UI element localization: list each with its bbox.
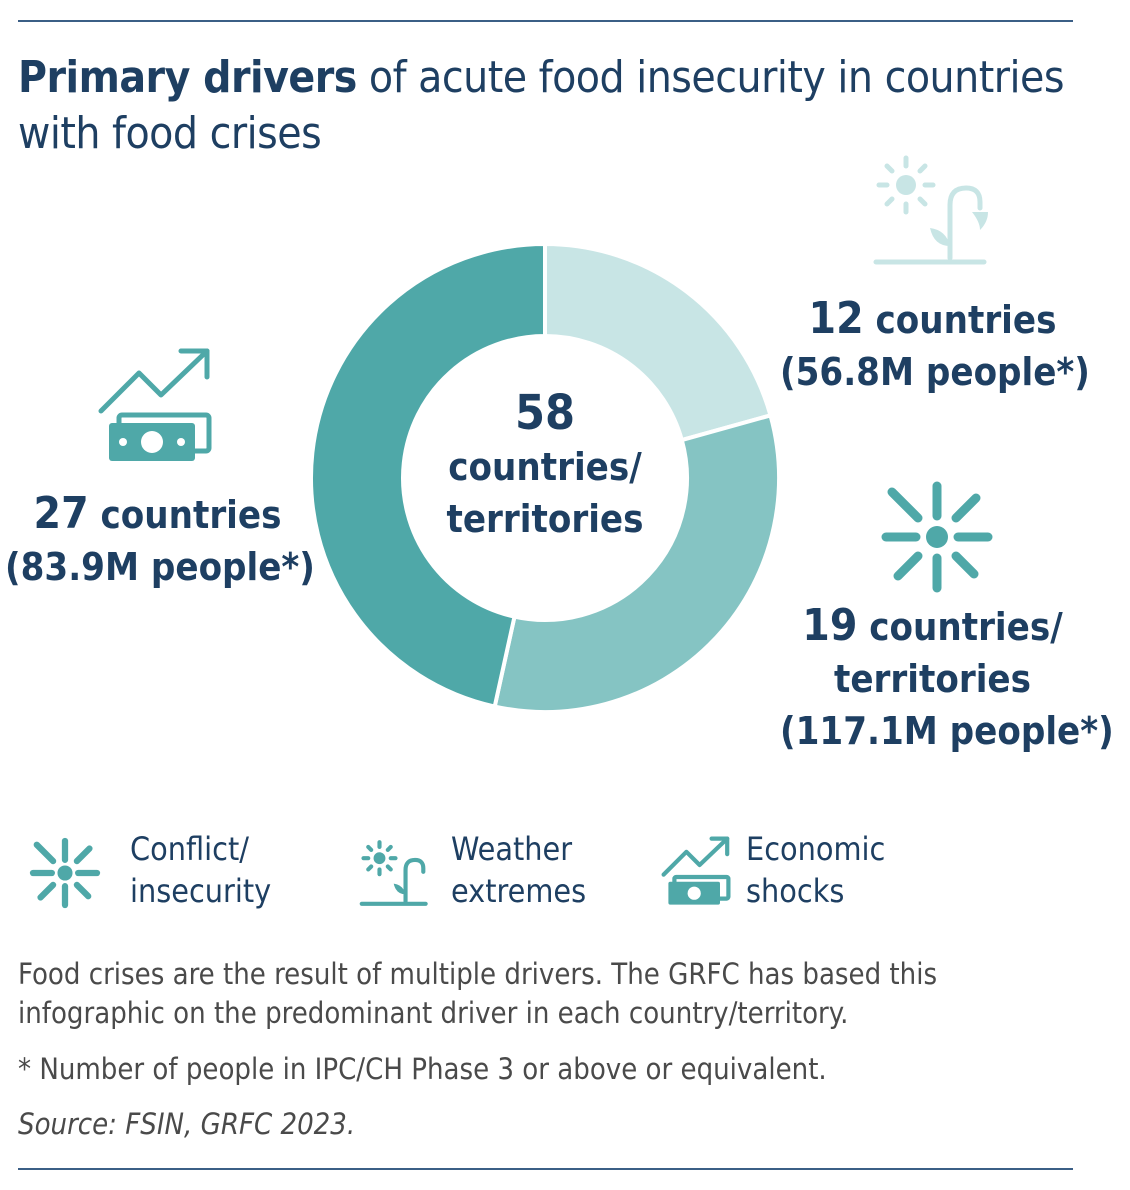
total-line1: countries/: [448, 445, 642, 489]
callout-economic-num: 19: [802, 600, 858, 651]
legend-label-conflict: Conflict/ insecurity: [130, 828, 271, 912]
title-bold: Primary drivers: [18, 52, 357, 103]
callout-weather-unit: countries: [863, 298, 1057, 342]
callout-conflict-num: 27: [33, 488, 89, 539]
callout-weather-line1: 12 countries: [780, 293, 1085, 346]
total-line2: territories: [446, 497, 644, 541]
sun-plant-icon: [359, 840, 428, 906]
callout-weather-num: 12: [808, 293, 864, 344]
legend-economic-line2: shocks: [746, 872, 845, 910]
callout-weather-people: (56.8M people*): [780, 350, 1090, 394]
note-paragraph: Food crises are the result of multiple d…: [18, 955, 1098, 1033]
legend-label-weather: Weather extremes: [451, 828, 586, 912]
donut-slice-conflict-insecurity: [309, 241, 547, 709]
total-number: 58: [514, 385, 576, 441]
callout-conflict: 27 countries (83.9M people*): [5, 488, 315, 593]
donut-center-label: 58 countries/ territories: [405, 385, 685, 545]
note-line1: Food crises are the result of multiple d…: [18, 957, 938, 991]
note-line2: infographic on the predominant driver in…: [18, 996, 849, 1030]
callout-weather: 12 countries (56.8M people*): [780, 293, 1090, 398]
bottom-rule: [18, 1168, 1073, 1170]
legend-label-economic: Economic shocks: [746, 828, 885, 912]
callout-economic-unit: countries/: [857, 605, 1063, 649]
source-note: Source: FSIN, GRFC 2023.: [18, 1107, 356, 1141]
title-rest: of acute food insecurity in countries wi…: [18, 52, 1065, 159]
callout-conflict-people: (83.9M people*): [5, 545, 315, 589]
callout-economic-people: (117.1M people*): [780, 709, 1114, 753]
conflict-burst-icon: [29, 837, 101, 909]
callout-economic-line2: territories: [834, 657, 1031, 701]
legend-weather-line2: extremes: [451, 872, 587, 910]
donut-slice-weather-extremes: [543, 241, 773, 443]
conflict-burst-icon: [881, 481, 993, 593]
donut-chart: [309, 241, 781, 714]
legend-weather-line1: Weather: [451, 830, 573, 868]
footnote: * Number of people in IPC/CH Phase 3 or …: [18, 1052, 827, 1086]
callout-economic-line1: 19 countries/: [780, 600, 1085, 653]
callout-conflict-line1: 27 countries: [5, 488, 310, 541]
callout-conflict-unit: countries: [88, 493, 282, 537]
legend-economic-line1: Economic: [746, 830, 886, 868]
sun-plant-icon: [873, 155, 988, 265]
money-trend-icon: [98, 348, 212, 461]
legend-conflict-line2: insecurity: [130, 872, 272, 910]
legend-conflict-line1: Conflict/: [130, 830, 249, 868]
chart-title: Primary drivers of acute food insecurity…: [18, 50, 1078, 162]
top-rule: [18, 20, 1073, 22]
donut-slice-economic-shocks: [492, 412, 781, 714]
money-trend-icon: [661, 836, 731, 905]
callout-economic: 19 countries/ territories (117.1M people…: [780, 600, 1114, 757]
